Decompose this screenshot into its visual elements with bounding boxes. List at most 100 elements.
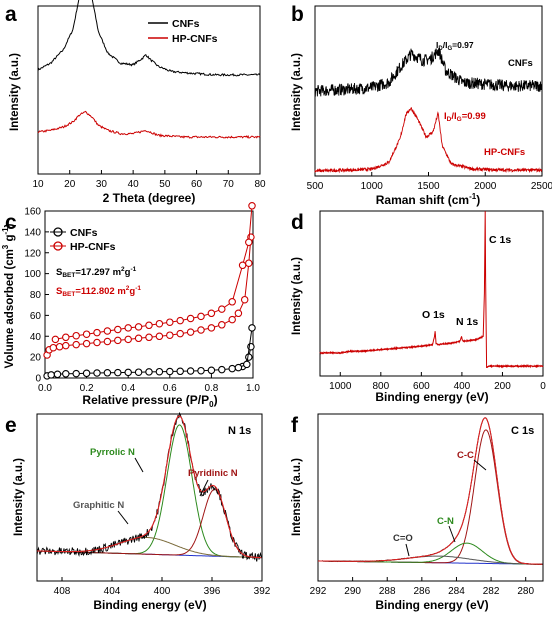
curves-d [319, 211, 544, 369]
curves-b [314, 47, 543, 174]
legend-label-hp-a: HP-CNFs [172, 33, 218, 45]
ytick-label: 20 [30, 353, 42, 364]
data-point-cnfs [197, 366, 205, 375]
data-point-hp-cnfs [186, 314, 195, 323]
xtick-label: 392 [254, 586, 271, 597]
data-point-hp-cnfs [245, 259, 253, 267]
xtick-label: 1.0 [246, 383, 260, 394]
panel-label-b: b [291, 3, 304, 26]
panel-d: d 1000 800 600 400 200 0 O 1s N 1s C 1s Inten… [291, 210, 546, 404]
data-point-cnfs [145, 368, 153, 376]
data-point-hp-cnfs [114, 325, 122, 334]
peak-label-o1s: O 1s [422, 309, 445, 321]
ytick-label: 80 [30, 290, 42, 301]
ytick-label: 60 [30, 311, 42, 322]
xtick-label: 0.8 [204, 383, 218, 394]
plot-frame-e [36, 413, 263, 582]
panel-b: b 500 1000 1500 2000 2500 ID/IG=0.97 CNFs ID… [291, 3, 552, 207]
data-point-cnfs [234, 363, 243, 372]
ratio-label-cnfs: ID/IG=0.97 [436, 40, 474, 52]
curves-f [317, 417, 543, 565]
data-point-hp-cnfs [207, 324, 216, 332]
data-point-hp-cnfs [234, 309, 243, 318]
xtick-label: 282 [483, 586, 500, 597]
ylabel-a: Intensity (a.u.) [9, 53, 21, 131]
label-hp-b: HP-CNFs [484, 147, 525, 158]
xtick-label: 70 [223, 179, 235, 190]
xtick-label: 50 [159, 179, 171, 190]
data-point-hp-cnfs [197, 312, 205, 321]
data-point-hp-cnfs [207, 309, 216, 318]
xtick-label: 0.0 [38, 383, 52, 394]
label-cc: C-C [457, 450, 474, 461]
panel-label-d: d [291, 211, 304, 234]
data-point-hp-cnfs [82, 330, 91, 338]
data-point-cnfs [53, 370, 62, 379]
label-cnfs-b: CNFs [508, 58, 533, 69]
data-point-cnfs [124, 368, 132, 377]
xtick-label: 200 [494, 381, 511, 392]
ytick-label: 100 [24, 269, 41, 280]
ytick-label: 120 [24, 248, 41, 259]
data-point-hp-cnfs [166, 331, 174, 339]
data-point-hp-cnfs [197, 326, 205, 334]
label-graphitic: Graphitic N [73, 500, 124, 511]
legend-label-hp-c: HP-CNFs [70, 241, 116, 253]
xtick-label: 2000 [474, 181, 497, 192]
data-point-hp-cnfs [124, 324, 132, 332]
data-point-hp-cnfs [176, 316, 184, 325]
xtick-label: 292 [310, 586, 327, 597]
xtick-label: 0.2 [80, 383, 94, 394]
xtick-label: 290 [344, 586, 361, 597]
data-point-hp-cnfs [51, 335, 60, 344]
data-point-hp-cnfs [55, 342, 64, 351]
xlabel-d: Binding energy (eV) [375, 390, 488, 404]
panel-label-a: a [5, 3, 17, 26]
xticks-f: 292 290 288 286 284 282 280 [310, 577, 534, 597]
fit-envelope-e [36, 415, 262, 559]
arrow-pyrrolic [134, 457, 144, 473]
xtick-label: 404 [104, 586, 121, 597]
xtick-label: 0.6 [163, 383, 177, 394]
xtick-label: 40 [128, 179, 140, 190]
xtick-label: 286 [414, 586, 431, 597]
data-point-hp-cnfs [228, 315, 236, 324]
fit-envelope-f [318, 417, 543, 565]
label-pyridinic: Pyridinic N [188, 468, 238, 479]
data-point-hp-cnfs [218, 321, 226, 329]
xtick-label: 80 [254, 179, 266, 190]
data-point-hp-cnfs [134, 334, 143, 343]
data-point-cnfs [155, 367, 164, 376]
xtick-label: 20 [64, 179, 76, 190]
data-point-hp-cnfs [248, 202, 256, 210]
xticks-d: 1000 800 600 400 200 0 [329, 372, 546, 392]
data-point-hp-cnfs [238, 261, 247, 270]
data-point-hp-cnfs [82, 339, 91, 348]
data-point-cnfs [103, 369, 112, 377]
xlabel-b: Raman shift (cm-1) [376, 192, 480, 207]
data-point-cnfs [218, 365, 226, 374]
title-e: N 1s [228, 425, 251, 437]
data-point-hp-cnfs [145, 321, 153, 330]
data-point-hp-cnfs [166, 318, 174, 326]
xtick-label: 396 [204, 586, 221, 597]
xtick-label: 60 [191, 179, 203, 190]
data-point-hp-cnfs [62, 341, 70, 350]
data-point-hp-cnfs [114, 336, 122, 345]
label-cn: C-N [437, 516, 454, 527]
panel-c: c 0.0 0.2 0.4 0.6 0.8 1.0 0 20 40 60 80 100 120 140 16… [1, 202, 260, 409]
data-point-hp-cnfs [72, 340, 80, 349]
data-point-cnfs [207, 366, 216, 375]
xlabel-c: Relative pressure (P/P0) [82, 393, 217, 409]
peak-label-c1s: C 1s [489, 234, 511, 246]
xtick-label: 400 [154, 586, 171, 597]
ylabel-e: Intensity (a.u.) [13, 458, 25, 536]
raw-spectrum-f [317, 417, 543, 565]
data-point-cnfs [72, 369, 80, 378]
sbet-hp: SBET=112.802 m2g-1 [56, 285, 141, 298]
data-point-cnfs [248, 324, 256, 332]
data-point-cnfs [93, 369, 101, 377]
legend-label-cnfs-a: CNFs [172, 18, 200, 30]
series-line-cnfs-a [37, 0, 261, 77]
